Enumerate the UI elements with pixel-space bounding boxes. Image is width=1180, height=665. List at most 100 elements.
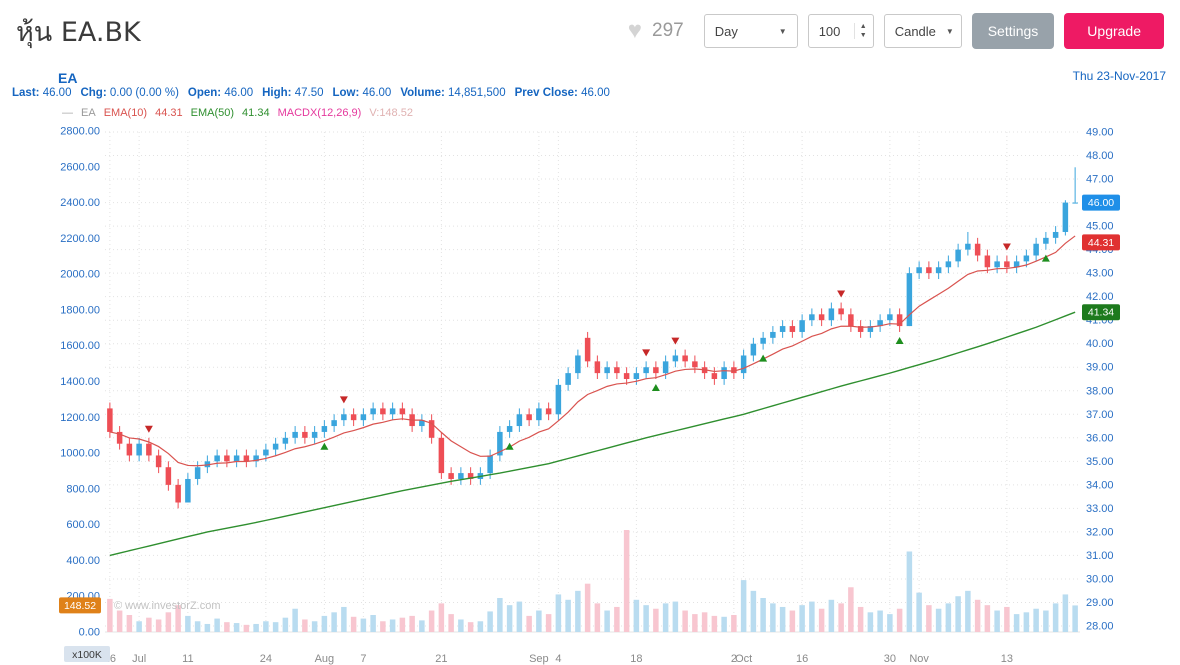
volume-bar xyxy=(360,618,367,632)
buy-marker-icon xyxy=(895,336,904,344)
volume-bar xyxy=(1043,610,1049,632)
candle-body xyxy=(994,261,1000,268)
volume-bar xyxy=(779,606,786,632)
price-axis-label: 49.00 xyxy=(1086,127,1114,139)
volume-bar xyxy=(380,621,386,632)
bars-count-input[interactable]: 100 ▲ ▼ xyxy=(807,14,874,48)
page-title: หุ้น EA.BK xyxy=(16,16,141,48)
x-axis-label: 21 xyxy=(435,653,447,665)
legend-series: EA xyxy=(81,107,96,119)
candle-body xyxy=(896,314,903,327)
volume-bar xyxy=(214,618,220,632)
price-axis-label: 45.00 xyxy=(1086,221,1114,233)
legend-ema10-value: 44.31 xyxy=(155,107,183,119)
volume-axis-label: 1600.00 xyxy=(60,340,100,352)
chart-area: EA Thu 23-Nov-2017 Last: 46.00 Chg: 0.00 … xyxy=(0,62,1180,665)
price-axis-label: 38.00 xyxy=(1086,385,1114,397)
volume-bar xyxy=(224,622,230,632)
candle-body xyxy=(799,320,805,332)
candle-body xyxy=(272,443,279,450)
stepper-down-icon[interactable]: ▼ xyxy=(859,32,867,39)
heart-icon[interactable]: ♥ xyxy=(627,17,642,44)
volume-axis-label: 2200.00 xyxy=(60,233,100,245)
volume-bar xyxy=(692,614,698,632)
volume-bar xyxy=(984,605,991,632)
volume-bar xyxy=(204,623,211,632)
x-axis-label: Jul xyxy=(132,653,146,665)
x-axis-label: 4 xyxy=(555,653,561,665)
candle-body xyxy=(818,314,825,321)
candle-body xyxy=(1013,261,1020,268)
price-badge-label: 41.34 xyxy=(1088,307,1114,319)
volume-bar xyxy=(662,603,669,632)
volume-bar xyxy=(994,610,1000,632)
volume-bar xyxy=(1033,608,1039,632)
stepper-arrows[interactable]: ▲ ▼ xyxy=(853,23,867,39)
price-axis-label: 40.00 xyxy=(1086,338,1114,350)
candle-body xyxy=(721,367,727,379)
chg-value: 0.00 (0.00 %) xyxy=(109,87,179,99)
volume-bar xyxy=(614,606,620,632)
volume-bar xyxy=(877,610,883,632)
x-axis-label: 30 xyxy=(884,653,896,665)
candle-body xyxy=(380,408,386,415)
candle-body xyxy=(360,414,367,421)
candle-body xyxy=(955,249,961,262)
likes-count: 297 xyxy=(652,20,684,41)
volume-bar xyxy=(497,598,503,632)
volume-bar xyxy=(536,610,542,632)
candle-body xyxy=(1072,202,1078,204)
candle-body xyxy=(1052,231,1059,238)
volume-bar xyxy=(721,616,727,632)
candle-body xyxy=(614,367,620,374)
ema10-line xyxy=(109,235,1076,467)
buy-marker-icon xyxy=(1041,254,1050,262)
volume-bar xyxy=(623,530,630,632)
volume-bar xyxy=(906,551,913,632)
volume-axis-label: 2800.00 xyxy=(60,126,100,138)
volume-bar xyxy=(838,603,844,632)
volume-bar xyxy=(1062,594,1069,632)
candle-body xyxy=(575,355,581,374)
candle-body xyxy=(692,361,698,368)
volume-bar xyxy=(789,610,796,632)
legend-macd-label: MACDX(12,26,9) xyxy=(277,107,362,119)
candle-body xyxy=(984,255,991,268)
candle-body xyxy=(506,426,513,432)
candle-body xyxy=(185,478,191,503)
volume-bar xyxy=(438,603,445,632)
chart-type-select[interactable]: Candle ▼ xyxy=(883,14,962,48)
volume-bar xyxy=(302,619,308,632)
price-axis-label: 42.00 xyxy=(1086,291,1114,303)
candle-body xyxy=(565,373,571,385)
price-badge xyxy=(1082,234,1120,251)
candle-body xyxy=(175,484,181,503)
x-axis-label: 24 xyxy=(260,653,272,665)
upgrade-button[interactable]: Upgrade xyxy=(1064,13,1164,49)
volume-bar xyxy=(799,605,805,632)
x-axis-label: 7 xyxy=(360,653,366,665)
candle-body xyxy=(584,337,591,362)
volume-bar xyxy=(916,592,922,632)
stepper-up-icon[interactable]: ▲ xyxy=(859,23,867,30)
candlestick-chart[interactable]: 28.00 29.00 30.00 31.00 32.00 33.00 34.00 35.00… xyxy=(0,62,1180,665)
candle-body xyxy=(974,243,981,256)
quote-info-line: Last: 46.00 Chg: 0.00 (0.00 %) Open: 46.00… xyxy=(12,87,619,99)
timeframe-select[interactable]: Day ▼ xyxy=(703,14,798,48)
price-badge-label: 46.00 xyxy=(1088,197,1114,209)
candle-body xyxy=(623,373,630,379)
low-value: 46.00 xyxy=(362,87,392,99)
price-axis-label: 39.00 xyxy=(1086,362,1114,374)
price-axis-label: 47.00 xyxy=(1086,174,1114,186)
volume-bar xyxy=(233,623,240,632)
volume-bar xyxy=(809,601,815,632)
buy-marker-icon xyxy=(320,442,329,450)
candle-body xyxy=(828,308,835,321)
candle-body xyxy=(458,473,464,479)
candle-body xyxy=(682,355,688,362)
candle-body xyxy=(662,361,669,374)
price-badge xyxy=(1082,304,1120,321)
settings-button[interactable]: Settings xyxy=(971,13,1055,49)
candle-body xyxy=(350,414,357,421)
candle-body xyxy=(789,326,796,332)
